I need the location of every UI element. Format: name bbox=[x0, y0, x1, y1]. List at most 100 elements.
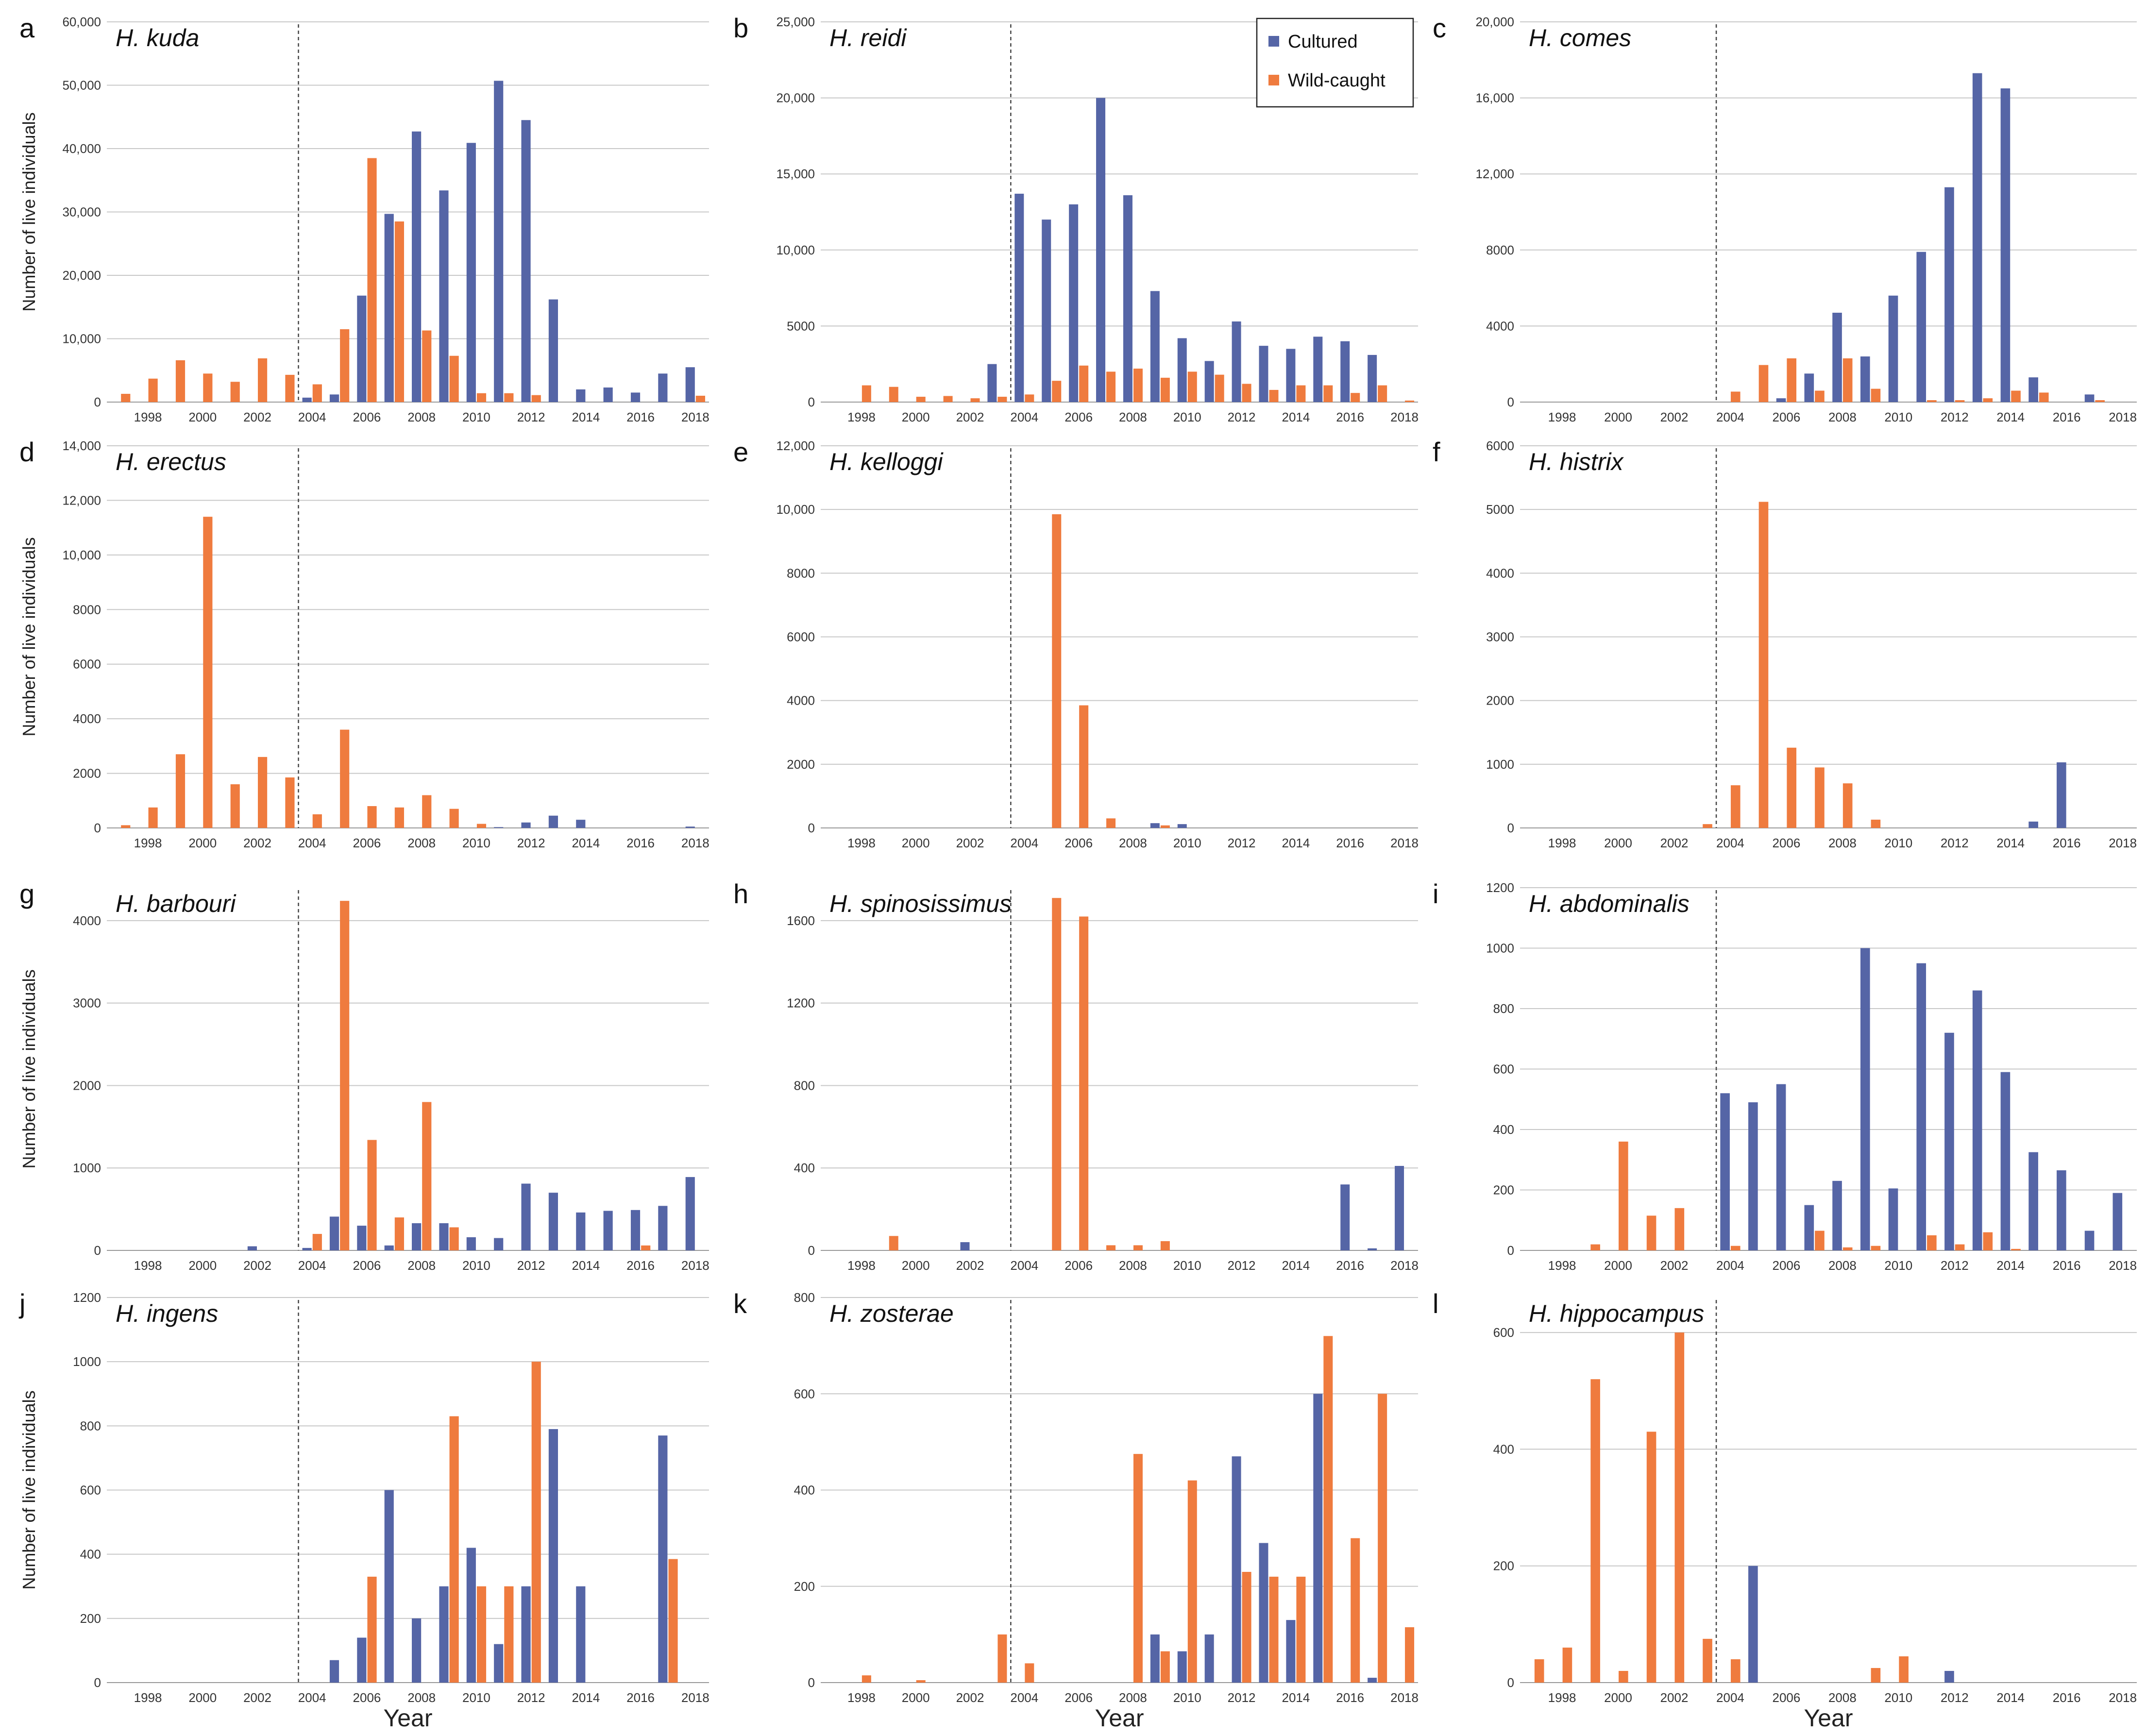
species-title: H. erectus bbox=[116, 448, 226, 475]
panel-d: 0 2000 4000 6000 8000 10,000 12,000 14,000 1998 2… bbox=[19, 437, 710, 850]
bar-cultured bbox=[1123, 195, 1132, 402]
bar-cultured bbox=[1944, 187, 1954, 402]
bar-wild-caught bbox=[1133, 369, 1143, 402]
bar-wild-caught bbox=[1619, 1141, 1628, 1250]
x-tick-label: 2010 bbox=[462, 410, 490, 424]
panel-k: 0 200 400 600 800 1998 2000 2002 2004 2006 2008 201… bbox=[733, 1288, 1419, 1732]
panel-a: 0 10,000 20,000 30,000 40,000 50,000 60,000 199… bbox=[19, 13, 710, 424]
x-tick-label: 2000 bbox=[188, 1690, 217, 1705]
panel-letter: e bbox=[733, 437, 748, 467]
bar-wild-caught bbox=[121, 394, 131, 402]
y-tick-label: 2000 bbox=[73, 1078, 101, 1093]
x-tick-label: 2002 bbox=[956, 410, 984, 424]
x-tick-label: 2006 bbox=[1772, 1258, 1800, 1273]
bar-wild-caught bbox=[1983, 398, 1993, 402]
bar-cultured bbox=[329, 394, 339, 402]
x-tick-label: 2002 bbox=[1660, 410, 1689, 424]
bar-wild-caught bbox=[449, 355, 459, 402]
x-tick-label: 2002 bbox=[956, 1690, 984, 1705]
x-tick-label: 2010 bbox=[462, 836, 490, 850]
x-tick-label: 2008 bbox=[407, 1258, 436, 1273]
bar-wild-caught bbox=[862, 385, 871, 402]
y-tick-label: 400 bbox=[1493, 1442, 1514, 1456]
bar-wild-caught bbox=[1730, 785, 1740, 828]
x-tick-label: 2016 bbox=[2053, 1258, 2081, 1273]
x-tick-label: 2016 bbox=[626, 1690, 655, 1705]
bar-cultured bbox=[357, 1637, 367, 1683]
x-tick-label: 2004 bbox=[1716, 1690, 1744, 1705]
bar-cultured bbox=[329, 1216, 339, 1250]
bar-cultured bbox=[1232, 1456, 1241, 1683]
bar-cultured bbox=[1832, 1180, 1842, 1250]
bar-cultured bbox=[521, 822, 531, 828]
y-axis-label: Number of live individuals bbox=[19, 537, 39, 736]
bar-wild-caught bbox=[889, 387, 898, 402]
bar-wild-caught bbox=[476, 393, 487, 402]
bar-wild-caught bbox=[1815, 767, 1825, 828]
x-tick-label: 2006 bbox=[1772, 836, 1800, 850]
bar-wild-caught bbox=[2039, 392, 2049, 402]
panel-letter: g bbox=[19, 878, 34, 909]
x-tick-label: 2000 bbox=[902, 410, 930, 424]
bar-cultured bbox=[1313, 337, 1323, 402]
bar-wild-caught bbox=[916, 397, 926, 402]
y-tick-label: 1000 bbox=[1486, 757, 1514, 772]
bar-wild-caught bbox=[1405, 400, 1415, 402]
bar-wild-caught bbox=[1052, 898, 1062, 1250]
x-tick-label: 2010 bbox=[1173, 1690, 1201, 1705]
bar-cultured bbox=[1860, 356, 1870, 402]
bar-wild-caught bbox=[1983, 1232, 1993, 1250]
bar-wild-caught bbox=[1955, 1244, 1965, 1250]
bar-cultured bbox=[521, 120, 531, 402]
x-tick-label: 2002 bbox=[243, 1258, 271, 1273]
x-tick-label: 2014 bbox=[1996, 1690, 2025, 1705]
x-tick-label: 2008 bbox=[407, 1690, 436, 1705]
bar-cultured bbox=[548, 1193, 558, 1250]
y-tick-label: 6000 bbox=[1486, 438, 1514, 453]
bar-wild-caught bbox=[1323, 1336, 1333, 1683]
x-tick-label: 1998 bbox=[847, 410, 876, 424]
bar-wild-caught bbox=[476, 1586, 487, 1683]
y-tick-label: 2000 bbox=[73, 766, 101, 781]
y-tick-label: 16,000 bbox=[1475, 91, 1514, 105]
bar-cultured bbox=[412, 131, 422, 402]
legend-swatch-cultured bbox=[1268, 36, 1279, 47]
x-tick-label: 2004 bbox=[1716, 1258, 1744, 1273]
bar-wild-caught bbox=[1025, 1663, 1034, 1683]
bar-wild-caught bbox=[695, 395, 705, 402]
x-tick-label: 2000 bbox=[188, 836, 217, 850]
bar-cultured bbox=[2057, 1170, 2066, 1250]
x-tick-label: 2018 bbox=[1390, 836, 1419, 850]
species-title: H. spinosissimus bbox=[829, 890, 1012, 917]
y-tick-label: 4000 bbox=[787, 693, 815, 708]
bar-cultured bbox=[2028, 1152, 2038, 1250]
y-tick-label: 20,000 bbox=[776, 91, 815, 105]
x-tick-label: 2014 bbox=[1996, 1258, 2025, 1273]
bar-cultured bbox=[1340, 1184, 1350, 1250]
y-tick-label: 20,000 bbox=[1475, 15, 1514, 29]
bar-cultured bbox=[960, 1242, 970, 1250]
y-tick-label: 14,000 bbox=[62, 438, 101, 453]
bar-cultured bbox=[576, 820, 586, 828]
bar-wild-caught bbox=[121, 825, 131, 828]
x-tick-label: 2000 bbox=[188, 1258, 217, 1273]
x-tick-label: 2018 bbox=[2109, 836, 2137, 850]
bar-wild-caught bbox=[449, 1416, 459, 1683]
x-tick-label: 2010 bbox=[1884, 1258, 1912, 1273]
x-tick-label: 2010 bbox=[1173, 836, 1201, 850]
x-tick-label: 2000 bbox=[188, 410, 217, 424]
y-tick-label: 800 bbox=[794, 1290, 815, 1305]
x-tick-label: 2018 bbox=[2109, 410, 2137, 424]
bar-cultured bbox=[630, 392, 641, 402]
bar-wild-caught bbox=[1871, 388, 1881, 402]
x-tick-label: 2000 bbox=[1604, 1258, 1632, 1273]
bar-cultured bbox=[1748, 1566, 1758, 1683]
x-tick-label: 2004 bbox=[298, 1258, 326, 1273]
panel-letter: i bbox=[1433, 878, 1438, 909]
bar-wild-caught bbox=[340, 329, 350, 402]
x-tick-label: 2016 bbox=[626, 836, 655, 850]
x-tick-label: 2008 bbox=[407, 410, 436, 424]
y-tick-label: 10,000 bbox=[776, 502, 815, 517]
x-tick-label: 2002 bbox=[243, 410, 271, 424]
bar-cultured bbox=[1096, 98, 1106, 403]
